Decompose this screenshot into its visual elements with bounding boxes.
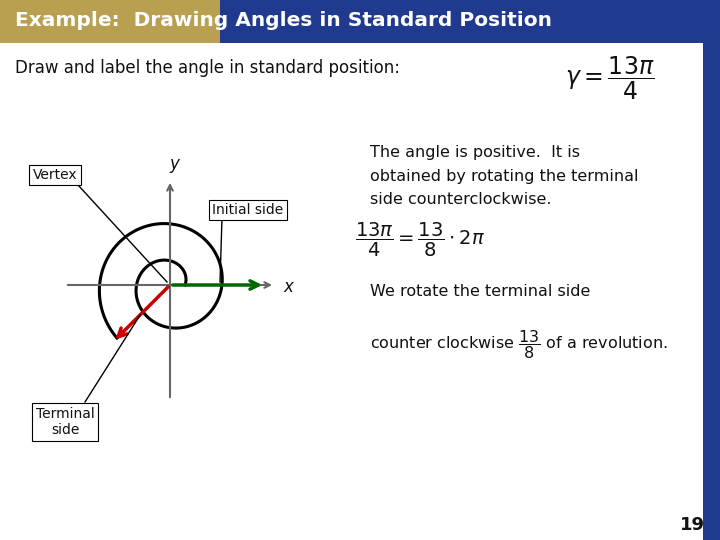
Text: Terminal
side: Terminal side (35, 407, 94, 437)
Text: $\dfrac{13\pi}{4} = \dfrac{13}{8} \cdot 2\pi$: $\dfrac{13\pi}{4} = \dfrac{13}{8} \cdot … (355, 221, 485, 259)
Text: $\gamma = \dfrac{13\pi}{4}$: $\gamma = \dfrac{13\pi}{4}$ (565, 55, 654, 102)
Bar (0, 0, 255, 43)
Text: obtained by rotating the terminal: obtained by rotating the terminal (370, 168, 639, 184)
Text: Example:  Drawing Angles in Standard Position: Example: Drawing Angles in Standard Posi… (15, 11, 552, 30)
Text: side counterclockwise.: side counterclockwise. (370, 192, 552, 207)
Text: counter clockwise $\dfrac{13}{8}$ of a revolution.: counter clockwise $\dfrac{13}{8}$ of a r… (370, 328, 667, 361)
Bar (220, 0, 720, 43)
Text: We rotate the terminal side: We rotate the terminal side (370, 285, 590, 300)
Text: Draw and label the angle in standard position:: Draw and label the angle in standard pos… (15, 59, 400, 77)
Text: $x$: $x$ (283, 278, 295, 296)
Bar (703, 43, 720, 540)
Text: Initial side: Initial side (212, 203, 284, 217)
Text: $y$: $y$ (168, 157, 181, 175)
Text: The angle is positive.  It is: The angle is positive. It is (370, 145, 580, 159)
Text: 19: 19 (680, 516, 704, 534)
Text: Vertex: Vertex (32, 168, 77, 182)
